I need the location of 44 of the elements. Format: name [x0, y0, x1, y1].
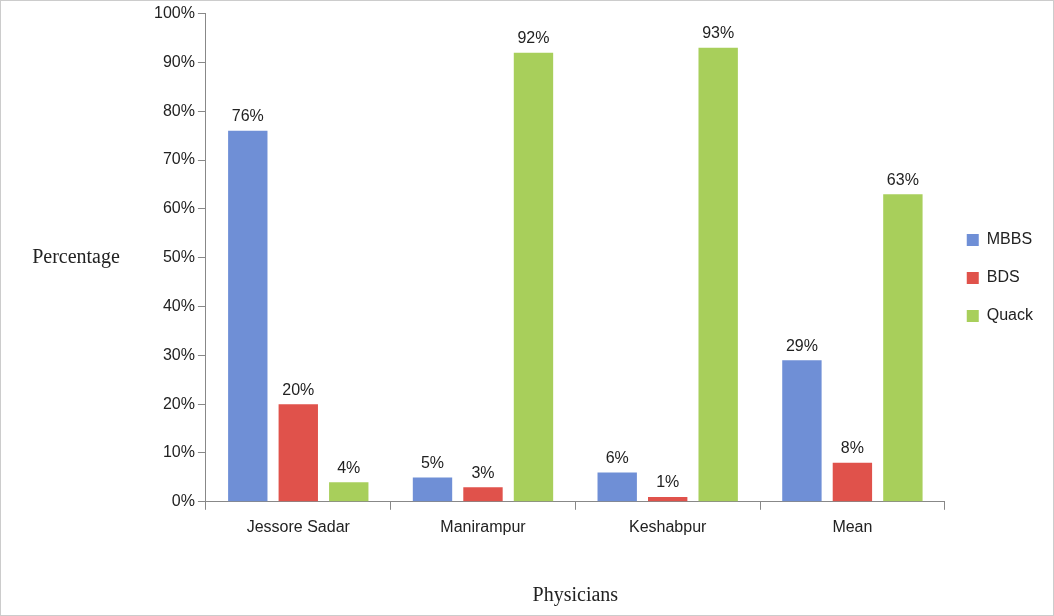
data-label: 8% [840, 439, 864, 457]
x-tick-label: Manirampur [440, 517, 527, 535]
data-label: 29% [785, 336, 818, 354]
bar [412, 477, 453, 502]
data-label: 5% [420, 453, 445, 471]
y-tick-label: 90% [162, 52, 195, 70]
data-label: 63% [886, 170, 919, 188]
x-tick-label: Mean [832, 517, 873, 535]
data-label: 92% [517, 29, 550, 47]
bar [883, 194, 923, 502]
legend-label: MBBS [986, 230, 1033, 248]
bar [228, 130, 268, 502]
bar [648, 496, 688, 502]
y-tick-label: 60% [162, 199, 195, 217]
x-tick-label: Jessore Sadar [246, 517, 351, 535]
y-tick-label: 10% [162, 443, 195, 461]
y-tick-label: 20% [162, 394, 195, 412]
data-label: 3% [471, 463, 495, 481]
data-label: 76% [231, 107, 264, 125]
data-label: 1% [656, 473, 680, 491]
legend-label: Quack [986, 306, 1034, 324]
x-tick-label: Keshabpur [629, 517, 708, 535]
y-tick-label: 80% [162, 101, 195, 119]
y-tick-label: 0% [171, 492, 195, 510]
x-axis-title: Physicians [532, 583, 619, 607]
data-label: 4% [337, 458, 361, 476]
bar [832, 462, 873, 502]
bar [278, 404, 318, 502]
bar [463, 487, 503, 502]
y-tick-label: 50% [162, 248, 195, 266]
bar [698, 47, 738, 502]
data-label: 6% [605, 448, 629, 466]
bar [329, 482, 369, 502]
data-label: 20% [282, 380, 315, 398]
y-axis-title: Percentage [32, 244, 120, 268]
y-tick-label: 30% [162, 345, 195, 363]
y-tick-label: 100% [154, 4, 195, 22]
legend-label: BDS [986, 268, 1020, 286]
bar [782, 360, 822, 502]
data-label: 93% [702, 24, 735, 42]
y-tick-label: 40% [162, 296, 195, 314]
bar [597, 472, 637, 502]
y-tick-label: 70% [162, 150, 195, 168]
bar [513, 52, 554, 502]
